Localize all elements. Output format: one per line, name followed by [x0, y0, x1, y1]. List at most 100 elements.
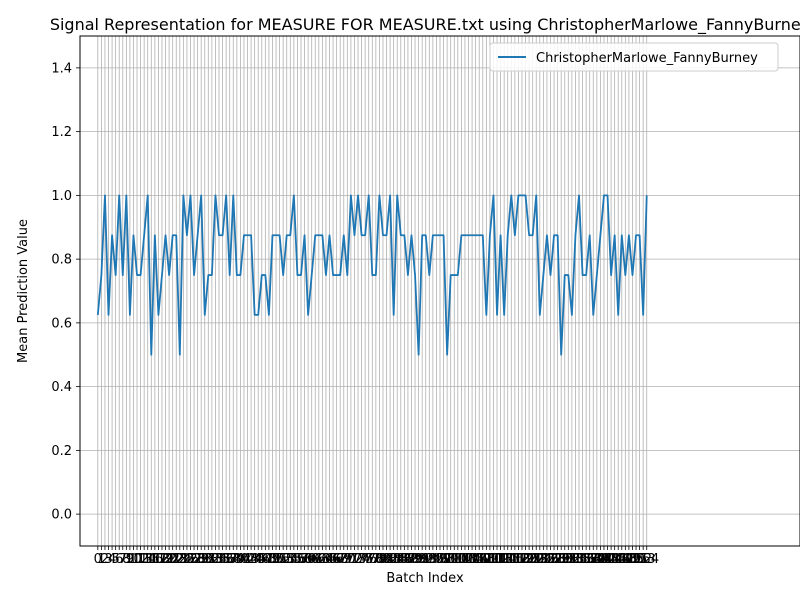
x-tick-label: 45 [250, 552, 267, 567]
x-tick-label: 21 [164, 552, 181, 567]
x-tick-label: 63 [314, 552, 331, 567]
x-tick-label: 6 [115, 552, 123, 567]
legend: ChristopherMarlowe_FannyBurney [489, 42, 779, 72]
x-axis-ticks: 0123456789101112131415161718192021222324… [94, 546, 659, 567]
x-tick-label: 145 [602, 552, 627, 567]
x-tick-label: 29 [193, 552, 210, 567]
y-axis-ticks: 0.0 0.2 0.4 0.6 0.8 1.0 1.2 1.4 [51, 61, 80, 523]
x-tick-label: 154 [634, 552, 659, 567]
x-tick-label: 43 [243, 552, 260, 567]
x-tick-label: 50 [268, 552, 285, 567]
x-tick-label: 120 [513, 552, 538, 567]
x-tick-label: 39 [229, 552, 246, 567]
x-tick-label: 19 [157, 552, 174, 567]
x-tick-label: 84 [389, 552, 406, 567]
x-tick-label: 30 [196, 552, 213, 567]
x-tick-label: 117 [502, 552, 527, 567]
x-tick-label: 112 [485, 552, 510, 567]
y-tick-label: 1.4 [51, 61, 72, 76]
series-line-christophermarlowe-fannyburney [96, 194, 648, 356]
x-tick-label: 1 [97, 552, 105, 567]
y-tick-label: 0.8 [51, 253, 72, 268]
x-tick-label: 107 [467, 552, 492, 567]
x-tick-label: 55 [286, 552, 303, 567]
x-tick-label: 142 [592, 552, 617, 567]
x-tick-label: 71 [343, 552, 360, 567]
x-tick-label: 153 [631, 552, 656, 567]
x-tick-label: 105 [460, 552, 485, 567]
x-tick-label: 33 [207, 552, 224, 567]
x-axis-label: Batch Index [386, 571, 464, 586]
x-tick-label: 40 [232, 552, 249, 567]
x-tick-label: 17 [150, 552, 167, 567]
x-tick-label: 72 [346, 552, 363, 567]
x-tick-label: 60 [303, 552, 320, 567]
x-tick-label: 87 [400, 552, 417, 567]
x-tick-label: 123 [524, 552, 549, 567]
x-tick-label: 126 [535, 552, 560, 567]
y-axis-label: Mean Prediction Value [16, 219, 31, 363]
y-tick-label: 0.0 [51, 508, 72, 523]
y-tick-label: 0.6 [51, 316, 72, 331]
x-tick-label: 22 [168, 552, 185, 567]
legend-label: ChristopherMarlowe_FannyBurney [536, 51, 758, 66]
x-tick-label: 56 [289, 552, 306, 567]
x-tick-label: 125 [531, 552, 556, 567]
x-tick-label: 35 [214, 552, 231, 567]
series-layer [96, 194, 648, 356]
x-tick-label: 53 [278, 552, 295, 567]
x-tick-label: 90 [410, 552, 427, 567]
x-tick-label: 81 [378, 552, 395, 567]
x-tick-label: 36 [218, 552, 235, 567]
x-tick-label: 110 [477, 552, 502, 567]
y-tick-label: 0.2 [51, 444, 72, 459]
x-tick-label: 118 [506, 552, 531, 567]
x-tick-label: 139 [581, 552, 606, 567]
x-tick-label: 12 [132, 552, 149, 567]
x-tick-label: 82 [382, 552, 399, 567]
x-tick-label: 27 [186, 552, 203, 567]
x-tick-label: 4 [108, 552, 116, 567]
x-tick-label: 130 [549, 552, 574, 567]
x-tick-label: 109 [474, 552, 499, 567]
x-tick-label: 77 [364, 552, 381, 567]
x-tick-label: 147 [609, 552, 634, 567]
x-tick-label: 148 [613, 552, 638, 567]
x-tick-label: 14 [139, 552, 156, 567]
x-tick-label: 86 [396, 552, 413, 567]
x-tick-label: 47 [257, 552, 274, 567]
x-tick-label: 103 [453, 552, 478, 567]
x-tick-label: 42 [239, 552, 256, 567]
x-tick-label: 119 [510, 552, 535, 567]
x-tick-label: 70 [339, 552, 356, 567]
x-tick-label: 124 [527, 552, 552, 567]
x-tick-label: 13 [136, 552, 153, 567]
x-tick-label: 94 [425, 552, 442, 567]
x-tick-label: 99 [442, 552, 459, 567]
y-tick-label: 1.2 [51, 125, 72, 140]
x-tick-label: 16 [147, 552, 164, 567]
x-tick-label: 57 [293, 552, 310, 567]
x-tick-label: 122 [520, 552, 545, 567]
x-tick-label: 134 [563, 552, 588, 567]
x-tick-label: 44 [246, 552, 263, 567]
x-tick-label: 151 [624, 552, 649, 567]
x-tick-label: 85 [393, 552, 410, 567]
x-tick-label: 7 [119, 552, 127, 567]
x-tick-label: 46 [254, 552, 271, 567]
x-tick-label: 121 [517, 552, 542, 567]
x-tick-label: 76 [360, 552, 377, 567]
x-tick-label: 41 [236, 552, 253, 567]
x-tick-label: 34 [211, 552, 228, 567]
x-tick-label: 68 [332, 552, 349, 567]
x-tick-label: 98 [439, 552, 456, 567]
x-tick-label: 65 [321, 552, 338, 567]
x-tick-label: 144 [599, 552, 624, 567]
x-tick-label: 138 [577, 552, 602, 567]
x-tick-label: 136 [570, 552, 595, 567]
x-tick-label: 96 [432, 552, 449, 567]
x-tick-label: 73 [350, 552, 367, 567]
x-tick-label: 83 [385, 552, 402, 567]
x-tick-label: 132 [556, 552, 581, 567]
